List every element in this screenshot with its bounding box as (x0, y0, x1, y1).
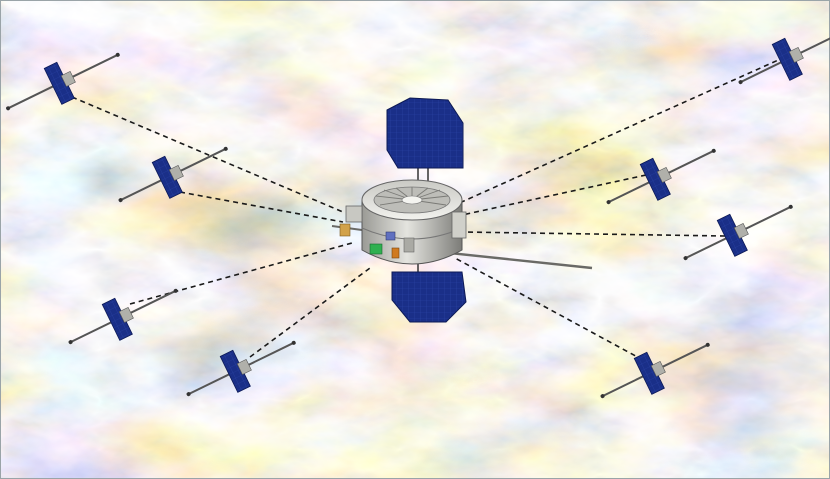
probe-2 (118, 146, 228, 203)
tether-line-7 (461, 174, 647, 216)
tether-line-1 (71, 96, 344, 213)
mothership-boom (439, 250, 593, 270)
orange-instrument (391, 247, 400, 259)
mothership (331, 97, 593, 323)
tether-line-8 (454, 56, 786, 206)
probe-4 (186, 340, 296, 397)
probe-1 (6, 52, 120, 111)
tether-line-2 (179, 191, 344, 223)
tether-lines (71, 56, 786, 361)
green-instrument (369, 243, 383, 255)
probe-7 (606, 148, 716, 205)
mothership-hull (339, 179, 467, 265)
tether-line-4 (249, 267, 371, 358)
probe-3 (68, 288, 178, 345)
daughter-probes (6, 37, 830, 399)
blue-instrument (385, 231, 396, 241)
probe-5 (600, 342, 710, 399)
probe-6 (683, 204, 793, 261)
tether-line-6 (461, 231, 726, 237)
probe-8 (738, 37, 830, 85)
tether-line-3 (129, 242, 353, 305)
lower-solar-panel (391, 262, 467, 323)
